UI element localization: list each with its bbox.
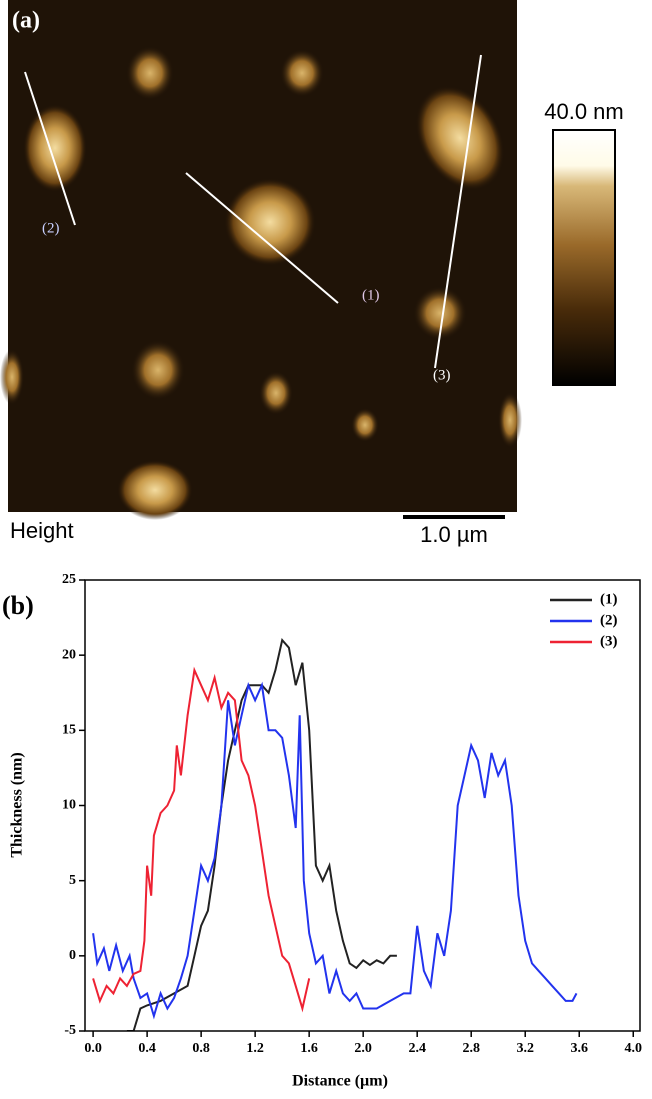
scale-bar-label: 1.0 µm <box>420 522 488 547</box>
legend-label: (3) <box>600 633 618 649</box>
y-axis-label: Thickness (nm) <box>9 752 26 857</box>
x-tick-label: 2.4 <box>408 1041 426 1056</box>
line-label: (2) <box>42 220 60 236</box>
x-tick-label: 4.0 <box>624 1041 642 1056</box>
afm-image: (a) (1) (2) (3) <box>0 0 522 520</box>
x-tick-label: 0.8 <box>192 1041 210 1056</box>
data-line <box>126 637 397 1031</box>
panel-label: (b) <box>2 591 34 620</box>
x-tick-label: 1.2 <box>246 1041 264 1056</box>
x-axis-label: Distance (µm) <box>292 1073 388 1090</box>
x-tick-label: 3.6 <box>570 1041 588 1056</box>
x-tick-label: 3.2 <box>516 1041 534 1056</box>
y-tick-label: 20 <box>62 647 76 662</box>
y-tick-label: 10 <box>62 798 76 813</box>
x-tick-label: 2.8 <box>462 1041 480 1056</box>
y-tick-label: 5 <box>69 873 76 888</box>
y-tick-label: 0 <box>69 948 76 963</box>
plot-frame <box>84 579 641 1032</box>
y-tick-label: 15 <box>62 723 76 738</box>
x-tick-label: 0.0 <box>84 1041 102 1056</box>
y-tick-label: 25 <box>62 572 76 587</box>
line-label: (3) <box>433 367 451 383</box>
legend-label: (2) <box>600 612 618 628</box>
line-label: (1) <box>362 287 380 303</box>
colorbar <box>552 129 616 386</box>
x-tick-label: 0.4 <box>138 1041 156 1056</box>
x-tick-label: 2.0 <box>354 1041 372 1056</box>
y-tick-label: -5 <box>64 1023 76 1038</box>
profile-line <box>434 54 482 369</box>
panel-label: (a) <box>12 8 40 34</box>
data-line <box>92 681 578 1020</box>
channel-label: Height <box>10 518 74 543</box>
legend-label: (1) <box>600 591 618 607</box>
profile-line <box>24 71 76 226</box>
profile-line <box>185 172 339 304</box>
data-line <box>92 666 311 1013</box>
x-tick-label: 1.6 <box>300 1041 318 1056</box>
colorbar-label: 40.0 nm <box>544 99 624 124</box>
